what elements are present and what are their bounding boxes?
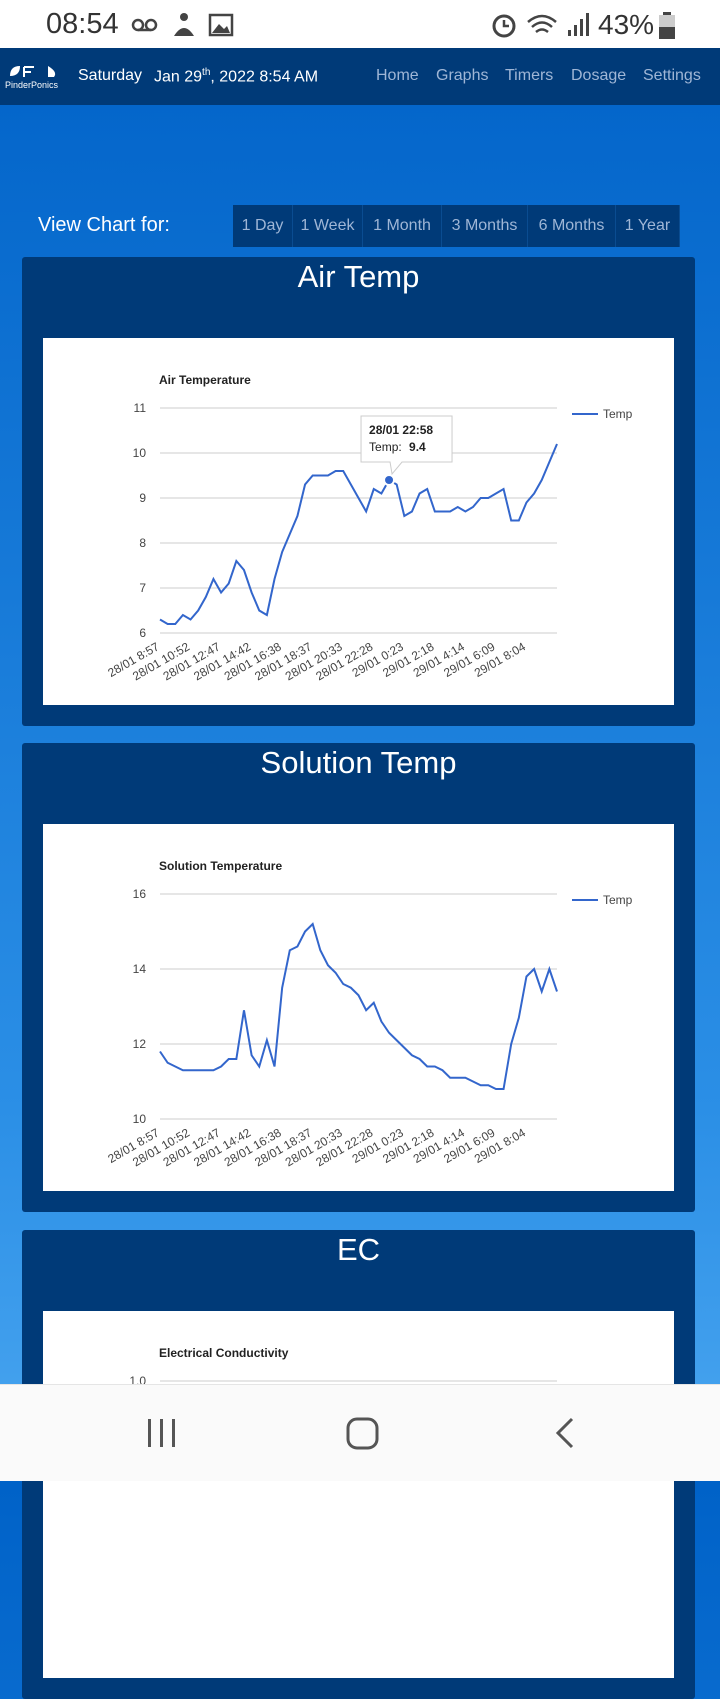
brand-logo xyxy=(10,66,56,77)
clock: 08:54 xyxy=(46,8,119,40)
chart-title: Electrical Conductivity xyxy=(159,1346,289,1360)
range-option[interactable]: 6 Months xyxy=(528,205,616,247)
chart-title: Air Temperature xyxy=(159,373,251,387)
range-option[interactable]: 1 Month xyxy=(363,205,442,247)
nav-header: PinderPonics Saturday Jan 29th, 2022 8:5… xyxy=(0,48,720,105)
range-option[interactable]: 1 Week xyxy=(293,205,363,247)
y-tick-label: 12 xyxy=(133,1037,147,1051)
date: Jan 29th, 2022 8:54 AM xyxy=(154,67,318,86)
tooltip-point xyxy=(383,474,396,486)
chart-card: Solution Temperature 10 12 14 16 28/01 8:57 28… xyxy=(43,824,674,1191)
tooltip-text: Temp: xyxy=(369,440,402,454)
date-rest: , 2022 8:54 AM xyxy=(210,68,319,86)
weekday: Saturday xyxy=(78,67,143,84)
y-tick-label: 10 xyxy=(133,446,147,460)
panel-heading: EC xyxy=(336,1232,381,1267)
y-tick-label: 10 xyxy=(133,1112,147,1126)
tooltip-title: 28/01 22:58 xyxy=(369,423,433,437)
status-bar: 08:54 43% xyxy=(0,0,720,48)
data-line xyxy=(159,443,558,625)
y-tick-label: 11 xyxy=(134,401,147,415)
date-suffix: th xyxy=(202,67,211,78)
y-tick-label: 6 xyxy=(139,626,146,640)
nav-link[interactable]: Timers xyxy=(505,67,554,84)
chart-panel: Air Temp Air Temperature 6 7 8 9 10 11 28/01 8:5… xyxy=(22,257,695,726)
range-option[interactable]: 3 Months xyxy=(442,205,528,247)
range-label: View Chart for: xyxy=(38,214,170,236)
range-option[interactable]: 1 Year xyxy=(616,205,680,247)
legend-label: Temp xyxy=(603,407,633,421)
android-nav-bar xyxy=(0,1384,720,1481)
range-option[interactable]: 1 Day xyxy=(233,205,293,247)
home-button[interactable] xyxy=(346,1417,379,1450)
nav-link[interactable]: Dosage xyxy=(571,67,627,84)
range-selector: 1 Day 1 Week 1 Month 3 Months 6 Months 1 Year xyxy=(0,205,720,247)
tooltip-value: 9.4 xyxy=(409,440,426,454)
chart-card: Electrical Conductivity 1.0 xyxy=(43,1311,674,1678)
nav-link[interactable]: Graphs xyxy=(436,67,489,84)
panel-heading: Air Temp xyxy=(297,259,420,294)
status-icons xyxy=(131,13,234,37)
y-tick-label: 16 xyxy=(133,887,147,901)
nav-link[interactable]: Settings xyxy=(643,67,701,84)
y-tick-label: 9 xyxy=(139,491,146,505)
y-tick-label: 7 xyxy=(139,581,146,595)
battery-level: 43% xyxy=(598,9,655,40)
nav-link[interactable]: Home xyxy=(376,67,419,84)
battery-icon xyxy=(659,12,675,39)
chart-panel: Solution Temp Solution Temperature 10 12 14 1… xyxy=(22,743,695,1212)
tooltip-box xyxy=(360,415,453,476)
y-tick-label: 8 xyxy=(139,536,146,550)
system-icons xyxy=(492,13,589,38)
back-button[interactable] xyxy=(555,1417,574,1449)
y-tick-label: 14 xyxy=(133,962,147,976)
date-text: Jan 29 xyxy=(154,68,203,86)
legend-label: Temp xyxy=(603,893,633,907)
data-line xyxy=(159,922,558,1090)
chart-title: Solution Temperature xyxy=(159,859,282,873)
nav-buttons xyxy=(148,1417,574,1450)
panel-heading: Solution Temp xyxy=(260,745,457,780)
recents-button[interactable] xyxy=(148,1419,175,1447)
chart-card: Air Temperature 6 7 8 9 10 11 28/01 8:57 28/01 1… xyxy=(43,338,674,705)
brand-name: PinderPonics xyxy=(5,80,59,90)
